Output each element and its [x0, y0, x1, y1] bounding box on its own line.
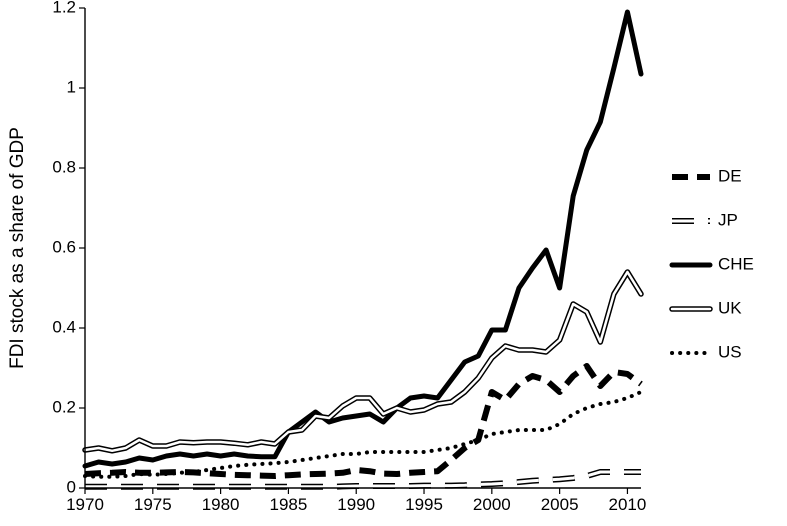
legend: DE JP CHE UK US: [669, 166, 754, 361]
series-che-line: [82, 9, 644, 469]
y-tick-label: 0.6: [52, 237, 76, 256]
series-de-stroke-0: [84, 363, 643, 479]
legend-item-us: US: [670, 342, 742, 361]
y-ticks: 0 0.2 0.4 0.6 0.8 1 1.2: [52, 0, 85, 496]
legend-item-che: CHE: [669, 254, 754, 273]
y-axis-label: FDI stock as a share of GDP: [7, 127, 28, 369]
y-tick-label: 0.4: [52, 317, 76, 336]
x-tick-label: 1995: [405, 495, 443, 514]
y-tick-label: 0.2: [52, 397, 76, 416]
y-tick-label: 0.8: [52, 157, 76, 176]
legend-label: US: [718, 342, 742, 361]
series-us-stroke-0: [83, 390, 643, 479]
series-jp-line: [85, 469, 641, 490]
x-ticks: 1970 1975 1980 1985 1990 1995 2000 2005 2010: [66, 488, 646, 514]
x-tick-label: 2010: [609, 495, 647, 514]
y-tick-label: 0: [67, 477, 76, 496]
series-uk-line: [82, 269, 644, 454]
series-che-stroke-0: [82, 9, 644, 469]
x-tick-label: 2000: [473, 495, 511, 514]
legend-label: JP: [718, 210, 738, 229]
series-de-line: [84, 363, 643, 479]
series-jp-stroke-1: [85, 470, 641, 489]
plot-lines: [82, 9, 644, 490]
x-tick-label: 1980: [202, 495, 240, 514]
legend-item-jp: JP: [672, 210, 738, 229]
legend-item-de: DE: [672, 166, 742, 185]
x-tick-label: 1975: [134, 495, 172, 514]
x-tick-label: 1970: [66, 495, 104, 514]
x-tick-label: 1985: [270, 495, 308, 514]
y-tick-label: 1.2: [52, 0, 76, 16]
series-uk-stroke-1: [83, 270, 643, 453]
legend-label: UK: [718, 298, 742, 317]
series-us-line: [83, 390, 643, 479]
legend-label: DE: [718, 166, 742, 185]
x-tick-label: 2005: [541, 495, 579, 514]
x-tick-label: 1990: [337, 495, 375, 514]
y-tick-label: 1: [67, 77, 76, 96]
legend-label: CHE: [718, 254, 754, 273]
legend-item-uk: UK: [669, 298, 742, 317]
